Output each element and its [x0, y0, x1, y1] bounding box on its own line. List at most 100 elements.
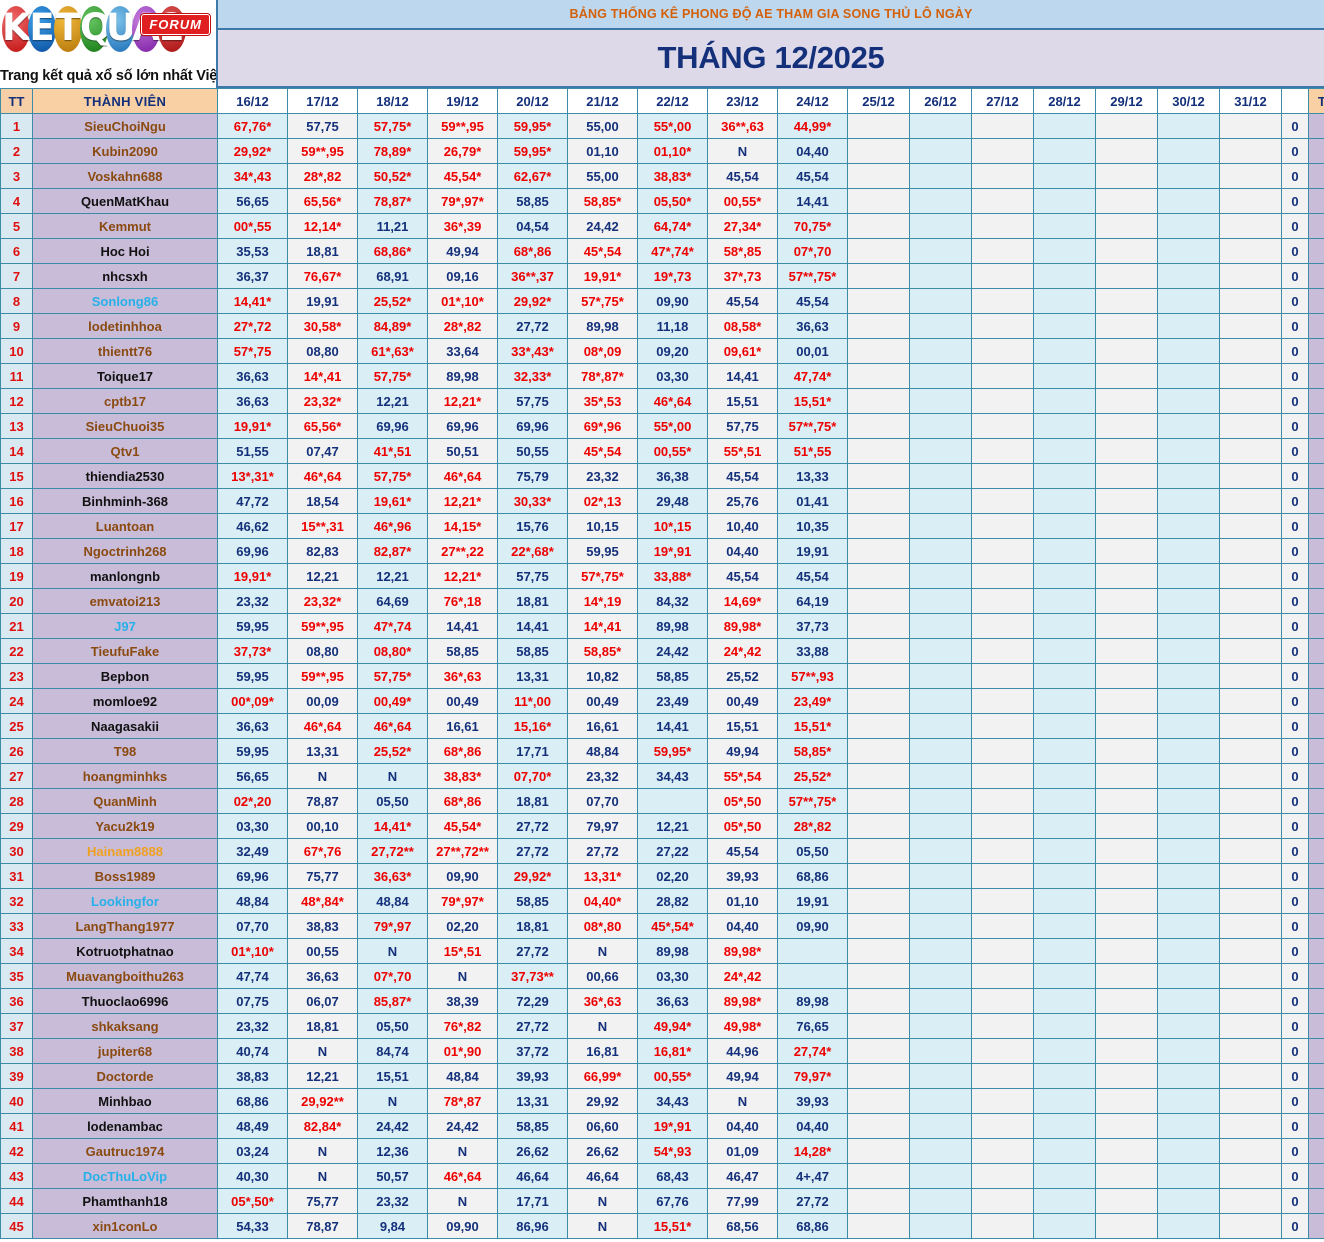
member-name[interactable]: Bepbon — [32, 663, 218, 689]
member-name[interactable]: jupiter68 — [32, 1038, 218, 1064]
member-name[interactable]: Luantoan — [32, 513, 218, 539]
member-name[interactable]: Voskahn688 — [32, 163, 218, 189]
cell-24-12: 79,97* — [777, 1063, 848, 1089]
cell-26-12 — [909, 1163, 972, 1189]
cell-16-12: 69,96 — [217, 863, 288, 889]
member-name[interactable]: Minhbao — [32, 1088, 218, 1114]
cell-25-12 — [847, 188, 910, 214]
cell-total: 1 — [1308, 1188, 1324, 1214]
cell-17-12: 46*,64 — [287, 463, 358, 489]
cell-27-12 — [971, 813, 1034, 839]
member-name[interactable]: Binhminh-368 — [32, 488, 218, 514]
cell-blank-count: 0 — [1281, 713, 1309, 739]
forum-badge[interactable]: FORUM — [141, 14, 210, 35]
member-name[interactable]: Kubin2090 — [32, 138, 218, 164]
cell-24-12: 57**,93 — [777, 663, 848, 689]
cell-24-12: 76,65 — [777, 1013, 848, 1039]
cell-total: 4 — [1308, 763, 1324, 789]
table-row: 8 Sonlong86 14,41* 19,91 25,52* 01*,10* 29,92*… — [0, 288, 1324, 314]
cell-27-12 — [971, 388, 1034, 414]
member-name[interactable]: Doctorde — [32, 1063, 218, 1089]
cell-24-12: 14,41 — [777, 188, 848, 214]
member-name[interactable]: lodenambac — [32, 1113, 218, 1139]
member-name[interactable]: TieufuFake — [32, 638, 218, 664]
member-name[interactable]: Toique17 — [32, 363, 218, 389]
member-name[interactable]: J97 — [32, 613, 218, 639]
member-name[interactable]: DocThuLoVip — [32, 1163, 218, 1189]
site-logo[interactable]: K E T Q U A 2 FORUM Trang kết quả xổ số … — [0, 0, 218, 88]
cell-19-12: 38,39 — [427, 988, 498, 1014]
member-name[interactable]: Gautruc1974 — [32, 1138, 218, 1164]
member-name[interactable]: momloe92 — [32, 688, 218, 714]
member-name[interactable]: Kemmut — [32, 213, 218, 239]
member-name[interactable]: LangThang1977 — [32, 913, 218, 939]
cell-22-12: 28,82 — [637, 888, 708, 914]
col-header-date-16-12: 16/12 — [217, 88, 288, 114]
member-name[interactable]: shkaksang — [32, 1013, 218, 1039]
member-name[interactable]: Yacu2k19 — [32, 813, 218, 839]
cell-30-12 — [1157, 913, 1220, 939]
member-name[interactable]: lodetinhhoa — [32, 313, 218, 339]
cell-21-12: 02*,13 — [567, 488, 638, 514]
cell-17-12: 08,80 — [287, 338, 358, 364]
cell-22-12: 64,74* — [637, 213, 708, 239]
member-name[interactable]: Kotruotphatnao — [32, 938, 218, 964]
cell-blank-count: 0 — [1281, 1213, 1309, 1239]
cell-30-12 — [1157, 1013, 1220, 1039]
member-name[interactable]: Phamthanh18 — [32, 1188, 218, 1214]
cell-17-12: 38,83 — [287, 913, 358, 939]
member-name[interactable]: Boss1989 — [32, 863, 218, 889]
member-name[interactable]: Lookingfor — [32, 888, 218, 914]
cell-19-12: 46*,64 — [427, 1163, 498, 1189]
cell-28-12 — [1033, 763, 1096, 789]
member-name[interactable]: QuanMinh — [32, 788, 218, 814]
member-name[interactable]: xin1conLo — [32, 1213, 218, 1239]
member-name[interactable]: emvatoi213 — [32, 588, 218, 614]
cell-21-12: 58,85* — [567, 188, 638, 214]
cell-27-12 — [971, 863, 1034, 889]
member-name[interactable]: Hoc Hoi — [32, 238, 218, 264]
cell-19-12: 12,21* — [427, 388, 498, 414]
member-name[interactable]: Naagasakii — [32, 713, 218, 739]
member-name[interactable]: Thuoclao6996 — [32, 988, 218, 1014]
cell-16-12: 36,37 — [217, 263, 288, 289]
cell-20-12: 57,75 — [497, 388, 568, 414]
cell-28-12 — [1033, 1063, 1096, 1089]
cell-31-12 — [1219, 288, 1282, 314]
member-name[interactable]: Ngoctrinh268 — [32, 538, 218, 564]
cell-blank-count: 0 — [1281, 963, 1309, 989]
cell-17-12: 78,87 — [287, 788, 358, 814]
cell-30-12 — [1157, 188, 1220, 214]
cell-27-12 — [971, 763, 1034, 789]
cell-31-12 — [1219, 738, 1282, 764]
member-name[interactable]: Sonlong86 — [32, 288, 218, 314]
cell-30-12 — [1157, 663, 1220, 689]
row-index: 7 — [0, 263, 33, 289]
member-name[interactable]: QuenMatKhau — [32, 188, 218, 214]
cell-total: 3 — [1308, 988, 1324, 1014]
member-name[interactable]: T98 — [32, 738, 218, 764]
cell-blank-count: 0 — [1281, 738, 1309, 764]
member-name[interactable]: hoangminhks — [32, 763, 218, 789]
cell-23-12: 58*,85 — [707, 238, 778, 264]
member-name[interactable]: thientt76 — [32, 338, 218, 364]
cell-16-12: 36,63 — [217, 388, 288, 414]
table-head: TT THÀNH VIÊN 16/12 17/12 18/12 19/12 20/12 2… — [0, 88, 1324, 114]
member-name[interactable]: nhcsxh — [32, 263, 218, 289]
col-header-date-18-12: 18/12 — [357, 88, 428, 114]
col-header-member: THÀNH VIÊN — [32, 88, 218, 114]
member-name[interactable]: Qtv1 — [32, 438, 218, 464]
member-name[interactable]: Muavangboithu263 — [32, 963, 218, 989]
cell-total: 4 — [1308, 738, 1324, 764]
cell-16-12: 59,95 — [217, 663, 288, 689]
member-name[interactable]: Hainam8888 — [32, 838, 218, 864]
cell-blank-count: 0 — [1281, 538, 1309, 564]
row-index: 39 — [0, 1063, 33, 1089]
cell-26-12 — [909, 163, 972, 189]
member-name[interactable]: thiendia2530 — [32, 463, 218, 489]
member-name[interactable]: manlongnb — [32, 563, 218, 589]
member-name[interactable]: SieuChuoi35 — [32, 413, 218, 439]
cell-17-12: 82,83 — [287, 538, 358, 564]
member-name[interactable]: cptb17 — [32, 388, 218, 414]
member-name[interactable]: SieuChoiNgu — [32, 113, 218, 139]
